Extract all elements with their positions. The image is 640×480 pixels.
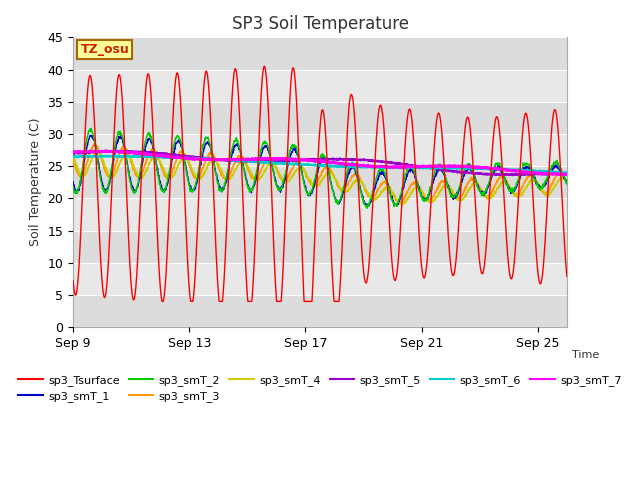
Bar (73, 295, 567, 327)
Bar (73, 230, 567, 263)
Bar (73, 37, 567, 70)
Bar (73, 166, 567, 198)
Bar (73, 134, 567, 166)
Bar (73, 263, 567, 295)
Text: Time: Time (572, 350, 599, 360)
Title: SP3 Soil Temperature: SP3 Soil Temperature (232, 15, 408, 33)
Legend: sp3_Tsurface, sp3_smT_1, sp3_smT_2, sp3_smT_3, sp3_smT_4, sp3_smT_5, sp3_smT_6, : sp3_Tsurface, sp3_smT_1, sp3_smT_2, sp3_… (14, 371, 626, 407)
Bar (73, 70, 567, 102)
Y-axis label: Soil Temperature (C): Soil Temperature (C) (29, 118, 42, 247)
Text: TZ_osu: TZ_osu (81, 43, 129, 56)
Bar (73, 198, 567, 230)
Bar (73, 102, 567, 134)
